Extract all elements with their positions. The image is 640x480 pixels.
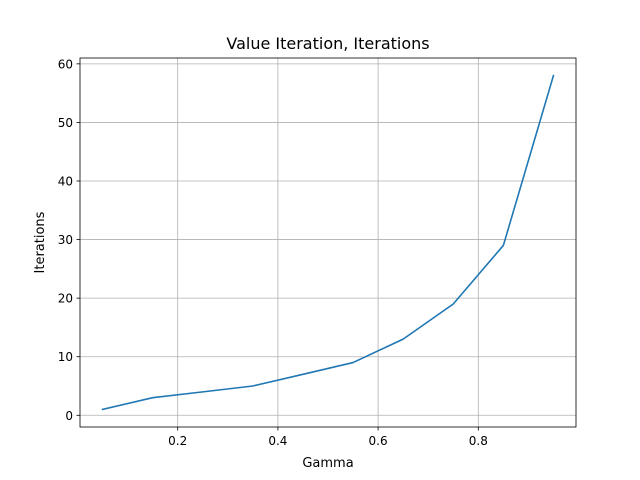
plot-area	[80, 58, 576, 427]
x-axis-label: Gamma	[302, 456, 353, 471]
y-axis-label: Iterations	[33, 211, 48, 273]
x-tick-label: 0.2	[168, 434, 187, 448]
y-axis-ticks: 0 10 20 30 40 50 60	[58, 57, 80, 423]
series-group	[101, 74, 555, 411]
y-tick-label: 10	[58, 350, 73, 364]
x-tick-label: 0.4	[268, 434, 287, 448]
y-tick-label: 40	[58, 175, 73, 189]
y-tick-label: 30	[58, 233, 73, 247]
x-tick-label: 0.8	[469, 434, 488, 448]
y-tick-label: 60	[58, 57, 73, 71]
grid-lines	[80, 58, 576, 427]
series-line	[101, 74, 555, 411]
x-tick-label: 0.6	[369, 434, 388, 448]
x-axis-ticks: 0.2 0.4 0.6 0.8	[168, 427, 488, 448]
chart-title: Value Iteration, Iterations	[226, 34, 429, 53]
y-tick-label: 0	[65, 409, 73, 423]
y-tick-label: 50	[58, 116, 73, 130]
y-tick-label: 20	[58, 292, 73, 306]
axes-frame	[79, 57, 577, 428]
